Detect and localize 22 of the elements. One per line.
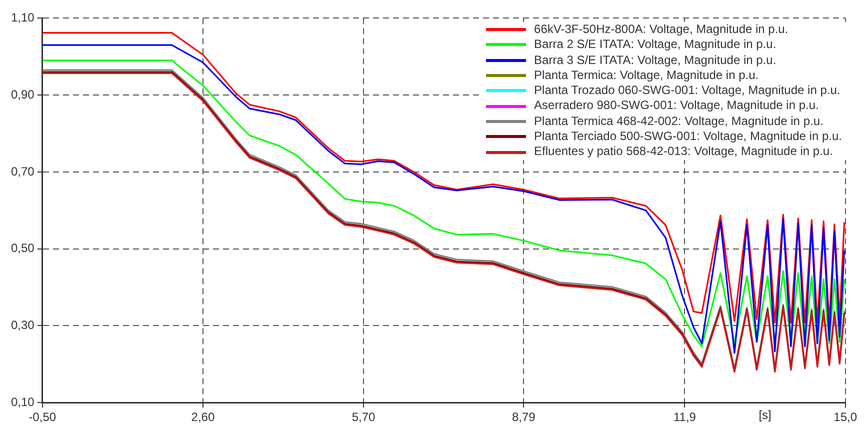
x-tick-label: -0,50 [28, 410, 56, 424]
legend-label: Efluentes y patio 568-42-013: Voltage, Magnitude in p.u. [534, 144, 833, 160]
legend-label: Planta Termica 468-42-002: Voltage, Magnitude in p.u. [534, 114, 824, 130]
legend-label: Planta Termica: Voltage, Magnitude in p.u. [534, 68, 759, 84]
y-tick-label: 1,10 [10, 10, 35, 25]
legend-label: Barra 3 S/E ITATA: Voltage, Magnitude in p.u. [534, 52, 776, 68]
legend-label: Planta Terciado 500-SWG-001: Voltage, Magnitude in p.u. [534, 129, 842, 144]
legend-label: Barra 2 S/E ITATA: Voltage, Magnitude in p.u. [534, 37, 776, 53]
x-tick-label: 11,9 [673, 410, 696, 424]
y-tick-label: 0,10 [10, 394, 35, 409]
x-axis-title: [s] [758, 408, 772, 422]
x-tick-label: 15,0 [834, 410, 858, 424]
y-tick-label: 0,70 [10, 164, 35, 178]
y-tick-label: 0,30 [10, 318, 35, 332]
x-tick-label: 2,60 [191, 410, 215, 424]
y-tick-label: 0,90 [10, 87, 35, 102]
x-tick-label: 5,70 [352, 410, 376, 424]
legend-label: Aserradero 980-SWG-001: Voltage, Magnitude in p.u. [534, 98, 819, 114]
x-tick-label: 8,79 [512, 410, 536, 424]
legend-label: Planta Trozado 060-SWG-001: Voltage, Magnitude in p.u. [534, 83, 840, 98]
legend-label: 66kV-3F-50Hz-800A: Voltage, Magnitude in p.u. [534, 22, 788, 38]
y-tick-label: 0,50 [10, 241, 35, 256]
